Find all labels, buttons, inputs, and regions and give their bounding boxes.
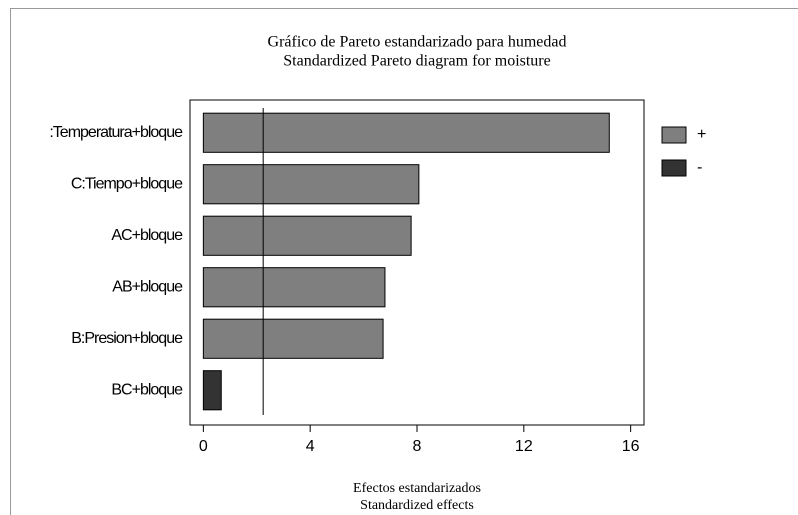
y-tick-label: AB+bloque	[112, 278, 183, 295]
chart-title: Gráfico de Pareto estandarizado para hum…	[268, 34, 567, 51]
x-tick-label: 0	[199, 438, 208, 455]
bar	[202, 318, 384, 359]
x-tick-label: 16	[622, 438, 640, 455]
legend-label: -	[697, 159, 702, 176]
y-tick-label: B:Presion+bloque	[71, 330, 183, 347]
y-tick-label: AC+bloque	[111, 227, 183, 244]
x-axis-label: Standardized effects	[360, 498, 474, 513]
legend-swatch	[661, 159, 687, 177]
bar	[202, 112, 610, 153]
frame	[10, 8, 798, 515]
y-tick-label: BC+bloque	[111, 381, 183, 398]
x-tick-label: 12	[515, 438, 533, 455]
y-tick-label: :Temperatura+bloque	[49, 124, 183, 141]
legend-label: +	[697, 126, 706, 143]
chart-subtitle: Standardized Pareto diagram for moisture	[283, 53, 550, 70]
legend-swatch	[661, 126, 687, 144]
y-tick-label: C:Tiempo+bloque	[71, 175, 183, 192]
bar	[202, 215, 412, 256]
x-axis-label: Efectos estandarizados	[353, 481, 481, 496]
bar	[202, 370, 222, 411]
x-tick-label: 8	[413, 438, 422, 455]
bar	[202, 267, 386, 308]
bar	[202, 164, 420, 205]
x-tick-label: 4	[306, 438, 315, 455]
